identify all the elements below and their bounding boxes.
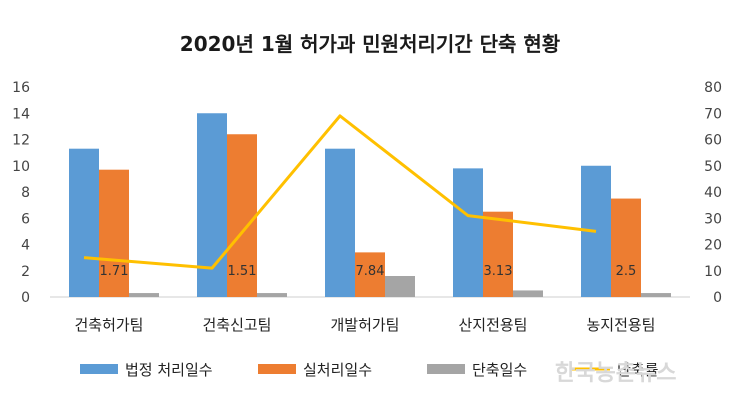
data-label: 1.71 [100, 264, 129, 279]
y-right-tick-label: 0 [713, 290, 722, 306]
data-labels-group: 1.71 1.51 7.84 3.13 2.5 [100, 264, 637, 279]
bar-3 [641, 293, 671, 297]
data-label: 2.5 [616, 264, 637, 279]
bar-1 [453, 168, 483, 297]
category-label: 건축신고팀 [202, 316, 271, 334]
y-axis-left: 0 2 4 6 8 10 12 14 16 [12, 80, 30, 306]
y-right-tick-label: 60 [704, 133, 722, 149]
y-right-tick-label: 10 [704, 264, 722, 280]
y-left-tick-label: 8 [21, 185, 30, 201]
category-label: 개발허가팀 [330, 316, 399, 334]
bar-2 [611, 198, 641, 297]
chart-title: 2020년 1월 허가과 민원처리기간 단축 현황 [180, 32, 561, 56]
bar-1 [69, 148, 99, 297]
data-label: 1.51 [228, 264, 257, 279]
bar-2 [99, 169, 129, 297]
bar-3 [129, 293, 159, 297]
bar-2 [227, 134, 257, 297]
data-label: 7.84 [356, 264, 385, 279]
bar-2 [355, 252, 385, 297]
y-left-tick-label: 14 [12, 106, 30, 122]
watermark-text: 한국농촌뉴스 [555, 361, 676, 386]
category-label: 산지전용팀 [458, 316, 527, 334]
legend-swatch [258, 364, 296, 374]
bar-3 [513, 290, 543, 297]
y-right-tick-label: 30 [704, 211, 722, 227]
line-series-group [83, 114, 597, 270]
y-right-tick-label: 20 [704, 238, 722, 254]
bars-group [69, 113, 671, 297]
category-labels: 건축허가팀 건축신고팀 개발허가팀 산지전용팀 농지전용팀 [74, 316, 655, 334]
y-right-tick-label: 50 [704, 159, 722, 175]
y-right-tick-label: 80 [704, 80, 722, 96]
legend-label: 단축률 [617, 361, 659, 379]
bar-1 [325, 148, 355, 297]
y-left-tick-label: 6 [21, 211, 30, 227]
legend-swatch [80, 364, 118, 374]
bar-2 [483, 211, 513, 297]
legend-swatch [427, 364, 465, 374]
category-label: 농지전용팀 [586, 316, 655, 334]
y-left-tick-label: 10 [12, 159, 30, 175]
y-left-tick-label: 16 [12, 80, 30, 96]
bar-3 [257, 293, 287, 297]
y-right-tick-label: 40 [704, 185, 722, 201]
legend: 법정 처리일수 실처리일수 단축일수 단축률 [80, 361, 659, 379]
y-axis-right: 0 10 20 30 40 50 60 70 80 [704, 80, 722, 306]
category-label: 건축허가팀 [74, 316, 143, 334]
legend-label: 법정 처리일수 [125, 361, 213, 379]
line-series-3 [83, 114, 597, 270]
y-left-tick-label: 2 [21, 264, 30, 280]
y-left-tick-label: 4 [21, 238, 30, 254]
bar-3 [385, 276, 415, 297]
y-right-tick-label: 70 [704, 106, 722, 122]
legend-label: 실처리일수 [303, 361, 372, 379]
y-left-tick-label: 0 [21, 290, 30, 306]
data-label: 3.13 [484, 264, 513, 279]
legend-label: 단축일수 [472, 361, 527, 379]
y-left-tick-label: 12 [12, 133, 30, 149]
